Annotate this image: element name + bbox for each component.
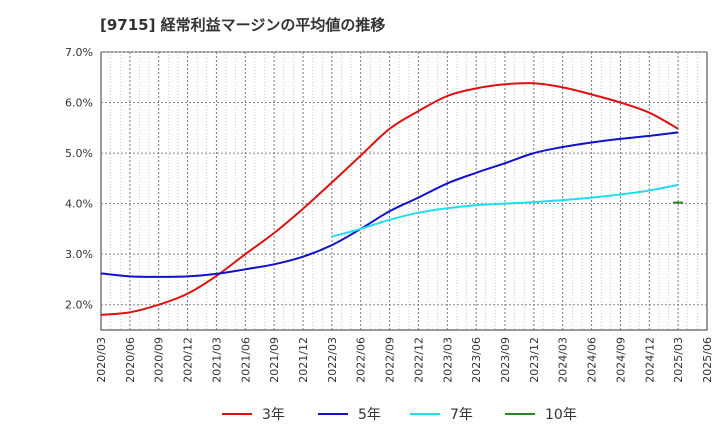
series-line-0 [100, 82, 679, 316]
series-layer [100, 82, 684, 316]
x-tick-label: 2020/09 [153, 337, 166, 383]
x-tick-label: 2020/06 [124, 337, 137, 383]
x-tick-label: 2020/03 [95, 337, 108, 383]
x-tick-label: 2021/06 [239, 337, 252, 383]
y-tick-label: 5.0% [65, 147, 93, 160]
x-tick-label: 2025/03 [672, 337, 685, 383]
x-tick-label: 2023/06 [470, 337, 483, 383]
x-tick-label: 2025/06 [701, 337, 714, 383]
x-tick-label: 2023/09 [499, 337, 512, 383]
x-tick-label: 2022/09 [384, 337, 397, 383]
x-tick-label: 2020/12 [182, 337, 195, 383]
x-tick-label: 2024/09 [614, 337, 627, 383]
legend: 3年 5年 7年 10年 [222, 407, 577, 423]
legend-label-3: 10年 [545, 407, 577, 423]
y-tick-label: 4.0% [65, 198, 93, 211]
x-tick-label: 2023/12 [528, 337, 541, 383]
x-tick-label: 2022/12 [412, 337, 425, 383]
x-tick-label: 2024/06 [586, 337, 599, 383]
legend-label-0: 3年 [262, 407, 285, 423]
x-tick-label: 2024/12 [643, 337, 656, 383]
y-tick-label: 6.0% [65, 97, 93, 110]
x-tick-label: 2022/06 [355, 337, 368, 383]
y-tick-label: 2.0% [65, 299, 93, 312]
x-tick-label: 2022/03 [326, 337, 339, 383]
series-line-2 [331, 183, 679, 238]
y-tick-label: 3.0% [65, 248, 93, 261]
legend-label-1: 5年 [358, 407, 381, 423]
x-tick-label: 2021/12 [297, 337, 310, 383]
series-line-1 [100, 131, 679, 278]
chart-title: [9715] 経常利益マージンの平均値の推移 [100, 16, 385, 34]
x-tick-label: 2021/09 [268, 337, 281, 383]
plot-area: 2.0% 3.0% 4.0% 5.0% 6.0% 7.0% 2020/03 2020/06 20… [65, 46, 714, 383]
x-tick-label: 2021/03 [210, 337, 223, 383]
x-tick-label: 2023/03 [441, 337, 454, 383]
plot-frame [100, 51, 708, 331]
y-tick-label: 7.0% [65, 46, 93, 59]
x-tick-label: 2024/03 [557, 337, 570, 383]
legend-label-2: 7年 [450, 407, 473, 423]
